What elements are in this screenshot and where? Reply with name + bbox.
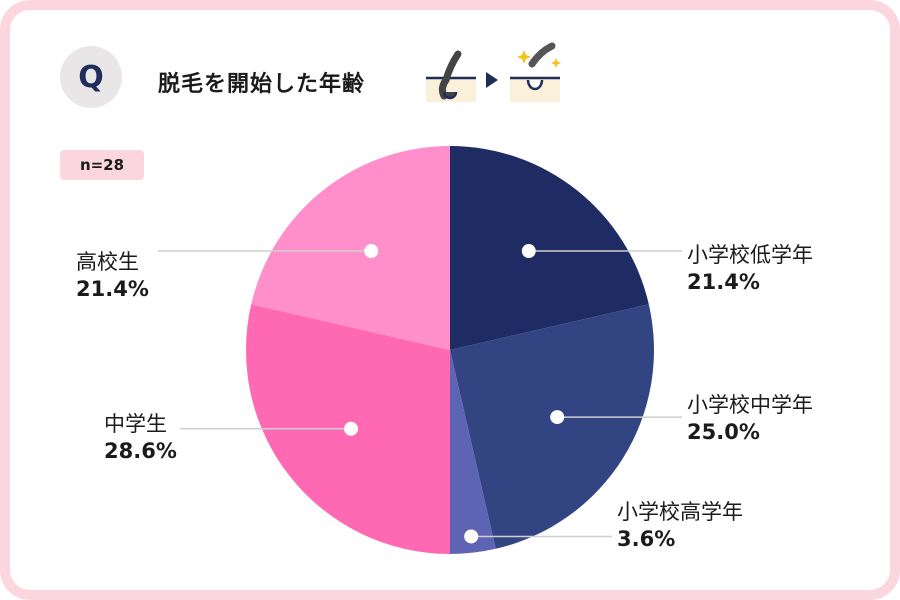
slice-percent: 21.4%: [76, 277, 149, 302]
hair-removed-icon: [510, 42, 561, 102]
pie-slice-middle-elementary: [450, 304, 654, 549]
pie-slice-lower-elementary: [450, 146, 649, 350]
arrow-right-icon: [486, 72, 498, 88]
question-letter: Q: [78, 59, 104, 95]
leader-dot-lower-elementary: [521, 244, 536, 259]
pie-slice-high-school: [251, 146, 450, 350]
hair-removal-illustration: [426, 42, 561, 102]
chart-title: 脱毛を開始した年齢: [158, 72, 366, 97]
leader-dot-middle-elementary: [550, 410, 565, 425]
slice-percent: 3.6%: [617, 527, 676, 552]
slice-label-high-school: 高校生 21.4%: [76, 250, 149, 302]
slice-label-lower-elementary: 小学校低学年 21.4%: [687, 243, 813, 295]
slice-name: 中学生: [104, 412, 167, 436]
slice-name: 小学校低学年: [687, 243, 813, 267]
slice-percent: 25.0%: [687, 420, 760, 445]
leader-dot-junior-high: [344, 421, 359, 436]
leader-dot-upper-elementary: [464, 529, 479, 544]
leader-dot-high-school: [364, 244, 379, 259]
slice-label-upper-elementary: 小学校高学年 3.6%: [617, 500, 743, 552]
hair-before-icon: [426, 50, 476, 102]
slice-name: 小学校高学年: [617, 500, 743, 524]
slice-name: 高校生: [76, 250, 139, 274]
question-badge: Q: [60, 46, 122, 108]
pie-slice-upper-elementary: [450, 350, 496, 554]
sample-size-badge: n=28: [60, 150, 144, 180]
slice-percent: 28.6%: [104, 439, 177, 464]
slice-name: 小学校中学年: [687, 393, 813, 417]
slice-label-junior-high: 中学生 28.6%: [104, 412, 177, 464]
slice-label-middle-elementary: 小学校中学年 25.0%: [687, 393, 813, 445]
slice-percent: 21.4%: [687, 270, 760, 295]
